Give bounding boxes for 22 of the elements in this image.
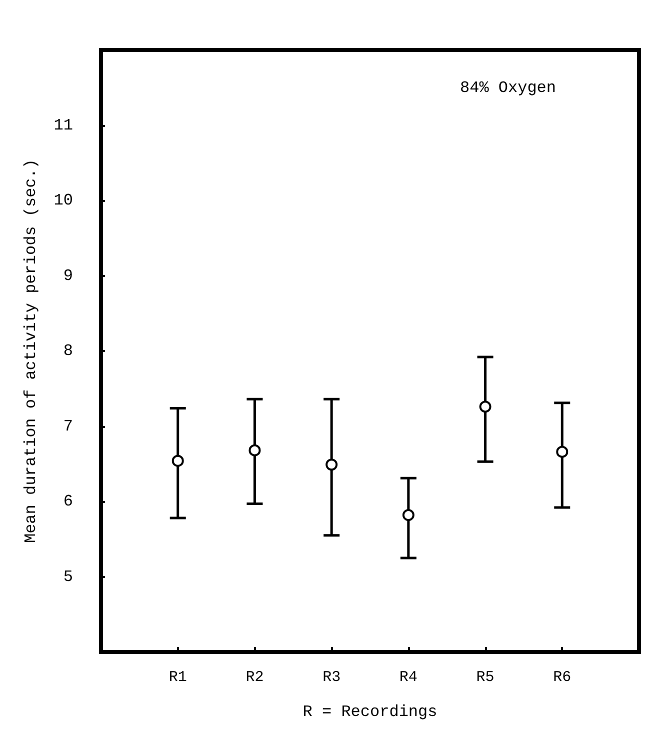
point	[248, 444, 261, 456]
point	[172, 454, 184, 467]
x-axis-title: R = Recordings	[302, 703, 438, 721]
point	[402, 509, 414, 522]
y-tick-label: 8	[63, 342, 73, 360]
y-tick-label: 6	[63, 492, 73, 510]
y-tick-label: 11	[54, 116, 73, 134]
point	[479, 400, 492, 413]
y-axis-title: Mean duration of activity periods (sec.)	[22, 158, 40, 544]
point	[556, 446, 568, 458]
x-tick-label: R1	[168, 669, 187, 686]
y-tick-label: 5	[63, 568, 73, 586]
x-tick-label: R2	[246, 669, 264, 686]
annotation: 84% Oxygen	[460, 79, 556, 97]
x-tick-label: R4	[399, 669, 418, 686]
x-tick-label: R3	[322, 669, 341, 686]
point	[326, 458, 338, 471]
x-tick-label: R6	[553, 669, 572, 686]
y-tick-label: 9	[63, 266, 73, 285]
x-tick-label: R5	[476, 669, 494, 686]
y-tick-label: 10	[54, 192, 73, 210]
y-tick-label: 7	[63, 417, 73, 436]
